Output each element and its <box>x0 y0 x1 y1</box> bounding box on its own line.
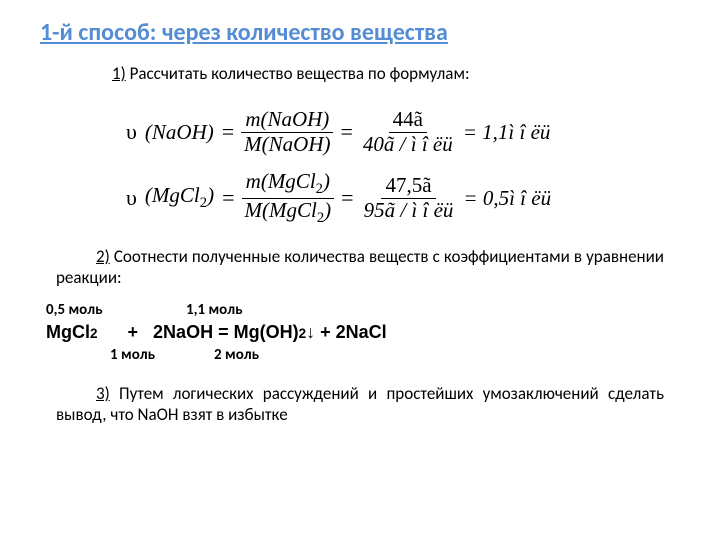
formula-2: υ (MgCl2) = m(MgCl2) M(MgCl2) = 47,5ã 95… <box>122 168 668 228</box>
eq-sign: = <box>336 119 356 145</box>
step-1: 1) Рассчитать количество вещества по фор… <box>112 63 668 84</box>
amount-mgcl2: 0,5 моль <box>46 300 186 320</box>
result-value: = 1,1ì î ëü <box>459 120 555 145</box>
nu-symbol: υ <box>122 185 141 211</box>
formula-1: υ (NaOH) = m(NaOH) M(NaOH) = 44ã 40ã / ì… <box>122 102 668 162</box>
result-value: = 0,5ì î ëü <box>459 186 555 211</box>
step-2: 2) Соотнести полученные количества вещес… <box>56 246 664 288</box>
step-3-text: Путем логических рассуждений и простейши… <box>56 383 664 425</box>
nu-arg: (MgCl2) <box>141 183 218 212</box>
chemical-equation: MgCl2 + 2NaOH = Mg(OH)2↓ + 2NaCl <box>46 320 668 344</box>
amount-naoh: 1,1 моль <box>186 300 243 320</box>
amounts-bottom: 1 моль 2 моль <box>110 345 668 365</box>
fraction-symbolic: m(MgCl2) M(MgCl2) <box>239 170 338 226</box>
slide: 1-й способ: через количество вещества 1)… <box>0 0 720 540</box>
fraction-symbolic: m(NaOH) M(NaOH) <box>238 108 336 155</box>
amounts-top: 0,5 моль 1,1 моль <box>46 300 668 320</box>
coef-mgcl2: 1 моль <box>110 345 214 365</box>
step-2-text: Соотнести полученные количества веществ … <box>56 246 664 288</box>
fraction-numeric: 44ã 40ã / ì î ëü <box>357 108 459 155</box>
nu-arg: (NaOH) <box>141 120 218 145</box>
nu-symbol: υ <box>122 119 141 145</box>
eq-sign: = <box>218 119 238 145</box>
eq-sign: = <box>218 185 238 211</box>
coef-naoh: 2 моль <box>214 345 259 365</box>
step-1-number: 1) <box>112 63 126 84</box>
step-3-number: 3) <box>96 383 110 404</box>
step-1-text: Рассчитать количество вещества по формул… <box>126 63 470 84</box>
equation-block: 0,5 моль 1,1 моль MgCl2 + 2NaOH = Mg(OH)… <box>46 300 668 365</box>
step-3: 3) Путем логических рассуждений и просте… <box>56 383 664 425</box>
eq-sign: = <box>337 185 357 211</box>
fraction-numeric: 47,5ã 95ã / ì î ëü <box>358 174 460 221</box>
step-2-number: 2) <box>96 246 110 267</box>
slide-title: 1-й способ: через количество вещества <box>40 18 668 47</box>
